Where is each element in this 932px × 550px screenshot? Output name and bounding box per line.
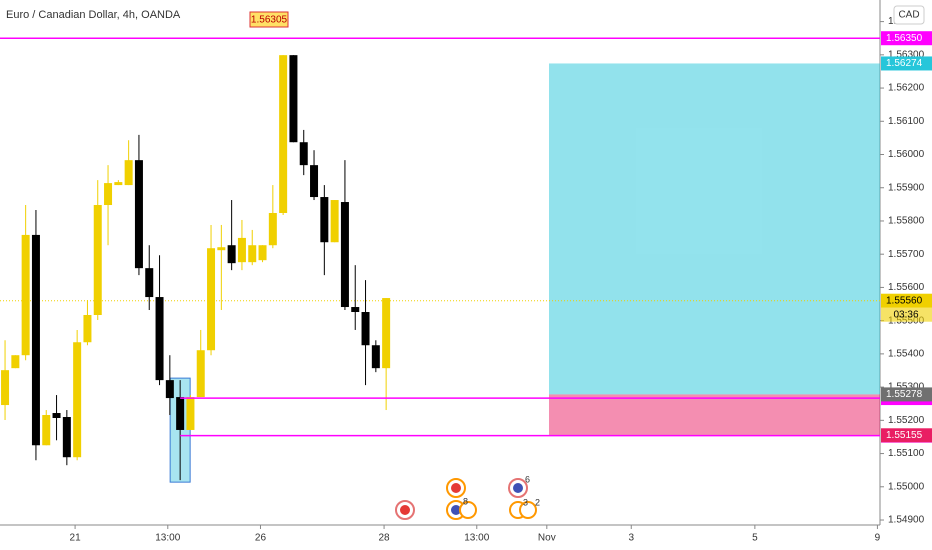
event-count: 2 (535, 497, 540, 507)
y-tick-label: 1.56300 (888, 49, 925, 60)
candle-body (361, 312, 370, 346)
candle-body (73, 342, 82, 458)
x-tick-label: 26 (255, 533, 267, 544)
candle-body (340, 202, 349, 308)
plot (0, 37, 880, 483)
candle-body (155, 297, 164, 381)
candle-body (186, 397, 195, 430)
countdown-badge (881, 307, 932, 322)
event-count: 6 (525, 474, 530, 484)
flag (400, 505, 410, 515)
y-tick-label: 1.55100 (888, 448, 925, 459)
line-label: 1.56350 (886, 33, 923, 44)
y-tick-label: 1.55800 (888, 216, 925, 227)
price-axis-bg (880, 0, 932, 550)
last-price-badge (881, 293, 932, 308)
y-tick-label: 1.55400 (888, 349, 925, 360)
y-tick-label: 1.56200 (888, 83, 925, 94)
y-tick-label: 1.56100 (888, 116, 925, 127)
candle-body (382, 298, 391, 369)
candle-body (248, 245, 257, 263)
x-tick-label: Nov (538, 533, 556, 544)
stop-badge (881, 428, 932, 443)
last-price-label: 1.55560 (886, 295, 923, 306)
currency: CAD (898, 10, 919, 21)
flag (451, 505, 461, 515)
candle-body (289, 55, 298, 143)
candle-body (196, 350, 205, 398)
y-tick-label: 1.55300 (888, 382, 925, 393)
loss-zone (549, 394, 880, 436)
event-count: 8 (463, 496, 468, 506)
candle-body (217, 247, 226, 251)
flag (451, 483, 461, 493)
y-tick-label: 1.55600 (888, 282, 925, 293)
countdown: 03:36 (893, 309, 918, 320)
profit-zone (549, 63, 880, 395)
x-tick-label: 9 (875, 533, 881, 544)
y-tick-label: 1.55900 (888, 182, 925, 193)
x-tick-label: 13:00 (155, 533, 180, 544)
candle-body (11, 355, 20, 369)
candle-body (145, 268, 154, 298)
candle-body (62, 417, 71, 458)
events: 8 6 3 2 (395, 474, 540, 520)
event-icon[interactable] (519, 501, 537, 519)
candle-body (31, 234, 40, 446)
candle-body (165, 380, 174, 399)
candle-body (227, 245, 236, 264)
x-tick-label: 3 (628, 533, 634, 544)
candle-body (207, 248, 216, 351)
candle-body (83, 315, 92, 343)
candle-body (134, 160, 143, 269)
y-tick-label: 1.55000 (888, 481, 925, 492)
candle-body (371, 345, 380, 369)
candle-body (176, 397, 185, 430)
event-icon[interactable] (459, 501, 477, 519)
entry-badge (881, 387, 932, 402)
candle-body (124, 160, 133, 186)
high-label: 1.56305 (251, 15, 288, 26)
candle-body (330, 200, 339, 243)
line-badge (881, 31, 932, 46)
x-tick-label: 28 (379, 533, 391, 544)
candle-body (52, 413, 61, 419)
candle-body (351, 307, 360, 313)
entry-label: 1.55278 (886, 389, 923, 400)
target-badge (881, 56, 932, 71)
high-label-box (249, 11, 289, 28)
y-tick-label: 1.55200 (888, 415, 925, 426)
candle-body (237, 237, 246, 263)
event-count: 3 (523, 497, 528, 507)
x-tick-label: 13:00 (464, 533, 489, 544)
candle-body (299, 142, 308, 166)
x-tick-label: 5 (752, 533, 758, 544)
currency-button[interactable] (893, 5, 925, 25)
candle-body (21, 234, 30, 356)
candle-body (114, 182, 123, 186)
x-tick-label: 21 (70, 533, 82, 544)
y-tick-label: 1.56000 (888, 149, 925, 160)
candle-body (279, 55, 288, 213)
candle-body (93, 205, 102, 315)
target-label: 1.56274 (886, 58, 923, 69)
y-tick-label: 1.54900 (888, 515, 925, 526)
candle-body (42, 415, 51, 446)
candle-body (104, 183, 113, 206)
chart-title: Euro / Canadian Dollar, 4h, OANDA (6, 9, 181, 21)
candle-body (320, 197, 329, 243)
flag (513, 483, 523, 493)
candle-body (1, 370, 10, 406)
candle-body (258, 245, 267, 261)
y-tick-label: 1.55700 (888, 249, 925, 260)
candle-body (310, 165, 319, 198)
stop-label: 1.55155 (886, 430, 923, 441)
candle-body (268, 212, 277, 246)
